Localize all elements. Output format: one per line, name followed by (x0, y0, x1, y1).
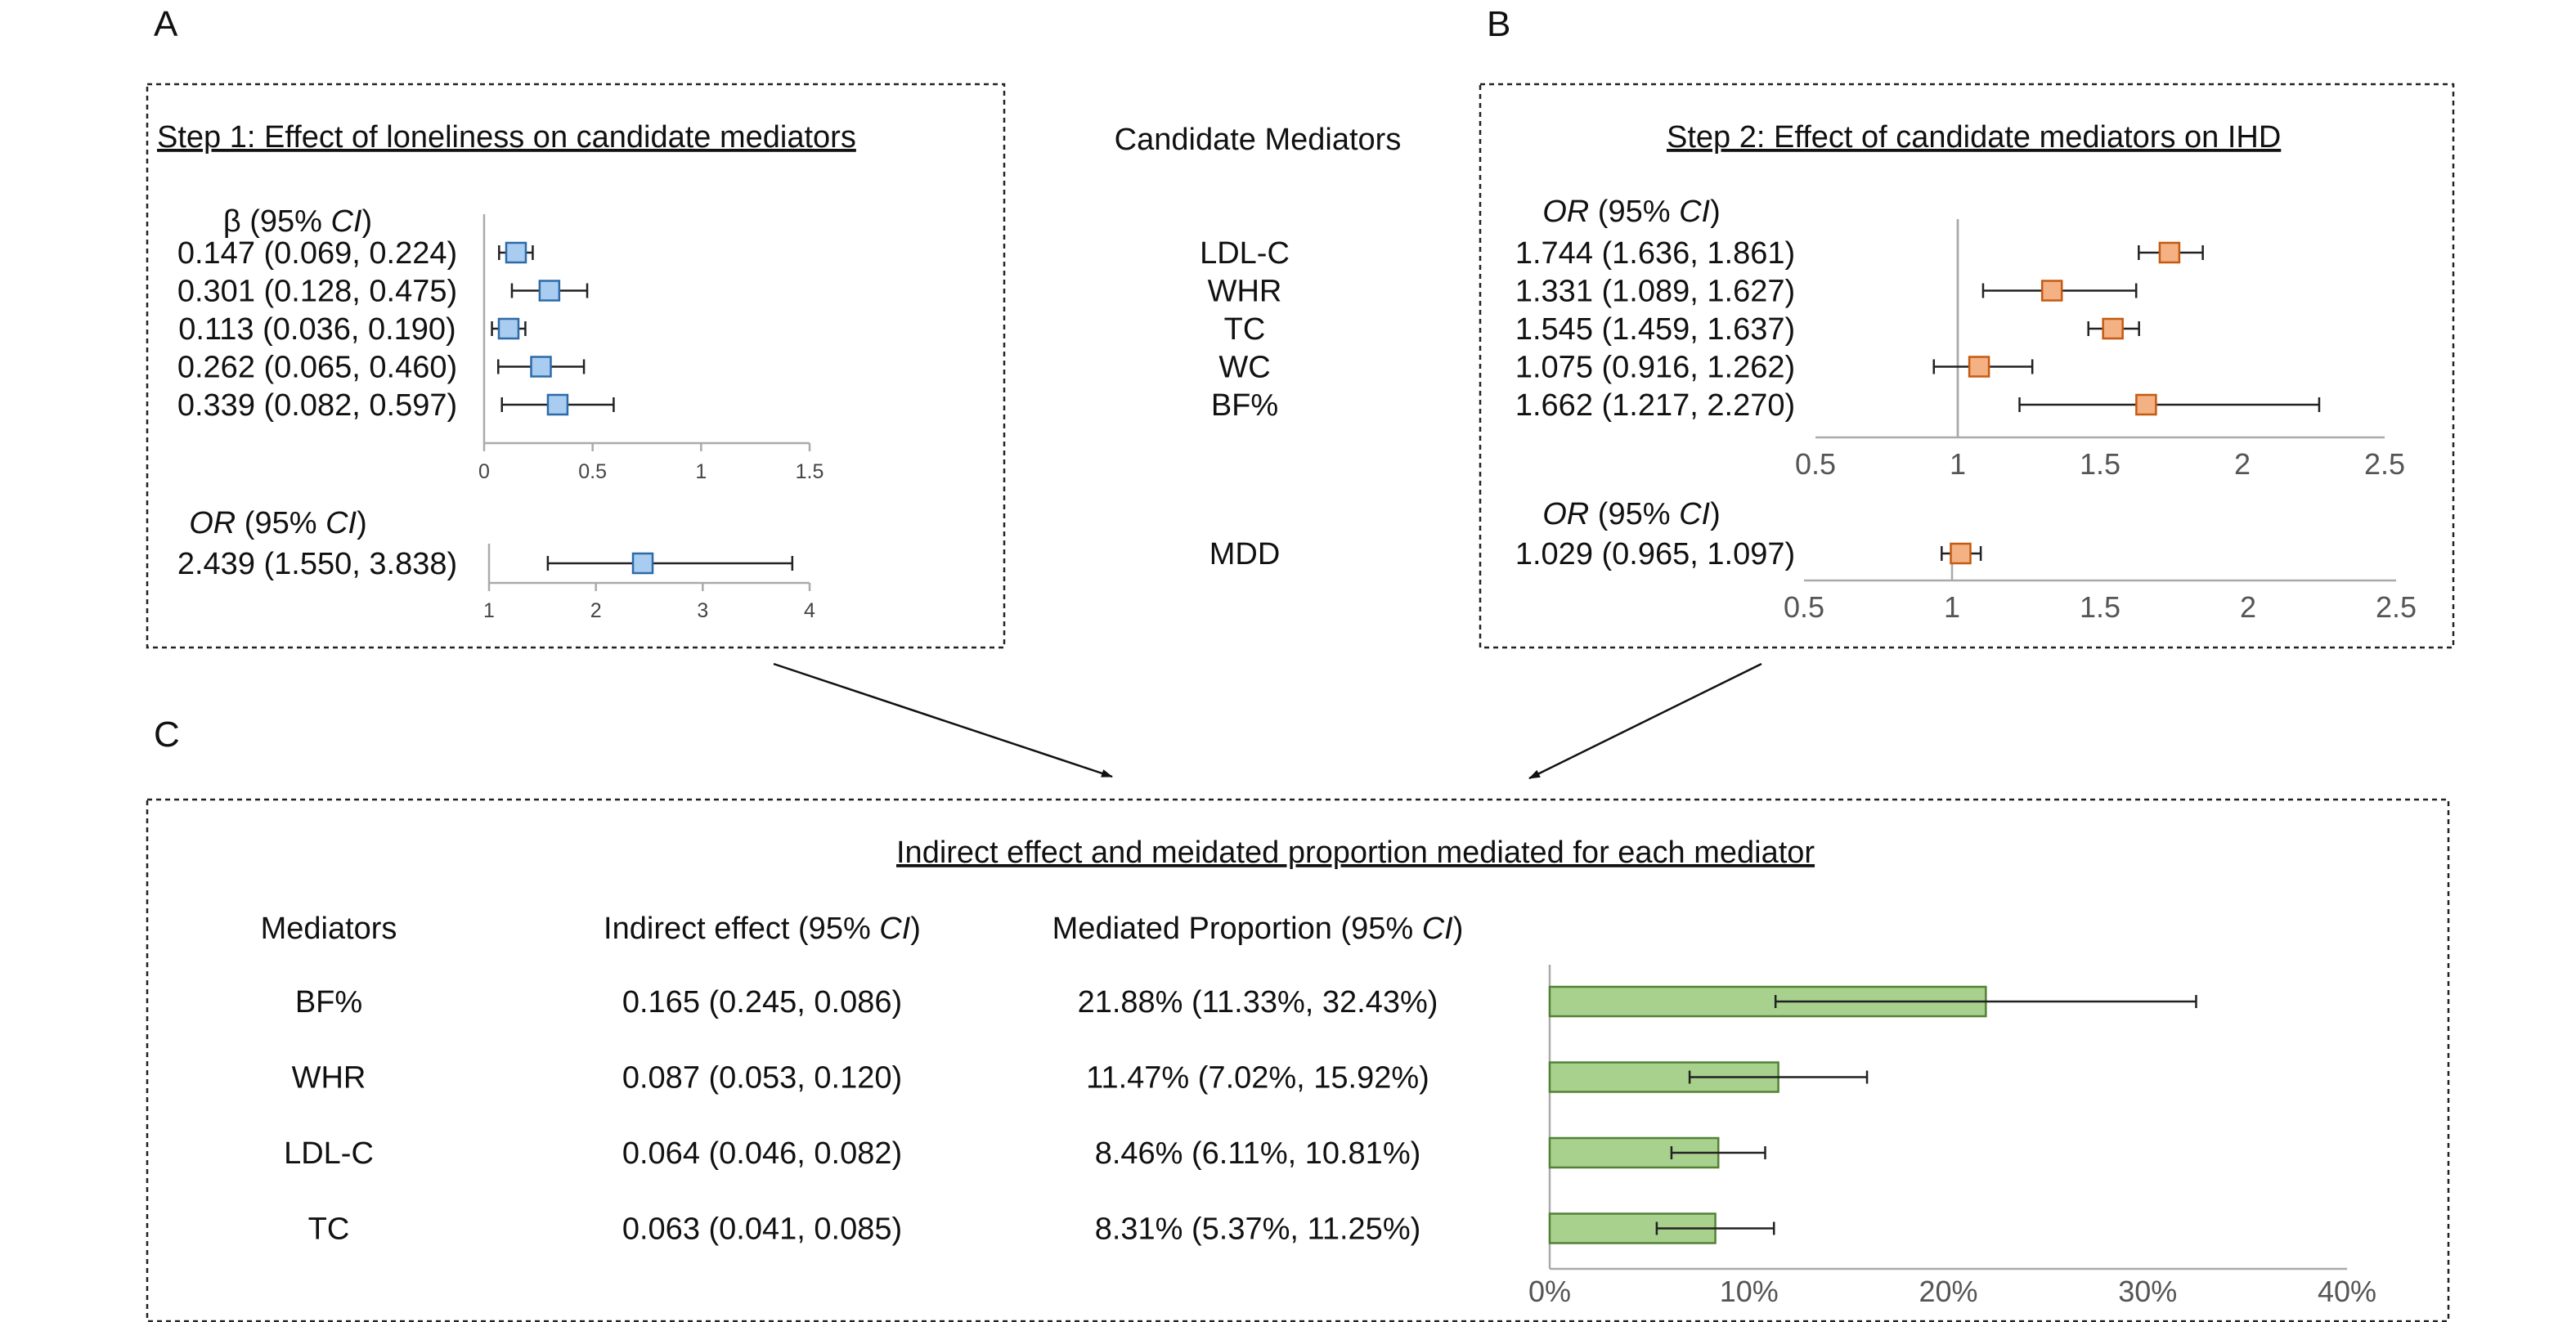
estimate-label-ldl-c: 1.744 (1.636, 1.861) (1515, 236, 1795, 271)
point-estimate-wc (530, 356, 552, 378)
row-mediator-ldl-c: LDL-C (284, 1136, 374, 1171)
row-mediator-bfpct: BF% (295, 985, 362, 1020)
row-mediator-whr: WHR (292, 1061, 366, 1096)
point-estimate-mdd (631, 552, 654, 575)
mediator-name-bfpct: BF% (1211, 388, 1278, 423)
x-tick-label: 2 (590, 599, 602, 622)
estimate-label-whr: 1.331 (1.089, 1.627) (1515, 275, 1795, 309)
row-proportion-bfpct: 21.88% (11.33%, 32.43%) (1078, 985, 1438, 1020)
x-tick-label: 1 (695, 460, 707, 483)
panel-a-bottom-forest: 1 2 3 4 2.439 (1.550, 3.838) (177, 544, 815, 622)
col-proportion-header: Mediated Proportion (95% CI) (1052, 912, 1464, 946)
x-tick-label: 30% (2118, 1275, 2177, 1308)
row-indirect-tc: 0.063 (0.041, 0.085) (622, 1212, 902, 1247)
panel-b-top-forest: 0.5 1 1.5 2 2.5 1.744 (1.636, 1.861) 1.331 (1.… (1515, 219, 2405, 481)
estimate-label-wc: 1.075 (0.916, 1.262) (1515, 351, 1795, 385)
estimate-label-whr: 0.301 (0.128, 0.475) (177, 275, 457, 309)
panel-a-title: Step 1: Effect of loneliness on candidat… (157, 120, 856, 155)
panel-a-or-header: OR (95% CI) (189, 506, 366, 540)
panel-b-bottom-forest: 0.5 1 1.5 2 2.5 1.029 (0.965, 1.097) (1515, 537, 2417, 624)
x-tick-label: 0.5 (578, 460, 607, 483)
x-tick-label: 1 (483, 599, 495, 622)
mediator-name-tc: TC (1224, 312, 1266, 347)
panel-b-box (1479, 83, 2455, 649)
row-indirect-whr: 0.087 (0.053, 0.120) (622, 1061, 902, 1096)
estimate-label-mdd: 1.029 (0.965, 1.097) (1515, 537, 1795, 571)
panel-b-or-header-1: OR (95% CI) (1542, 195, 1720, 229)
x-tick-label: 2.5 (2376, 590, 2417, 624)
point-estimate-wc (1968, 356, 1990, 378)
x-tick-label: 0.5 (1784, 590, 1824, 624)
mediator-name-whr: WHR (1208, 275, 1282, 309)
point-estimate-tc (497, 317, 520, 340)
panel-a-top-forest: 0 0.5 1 1.5 0.147 (0.069, 0.224) 0.301 (0.128… (177, 214, 824, 483)
row-proportion-tc: 8.31% (5.37%, 11.25%) (1095, 1212, 1421, 1247)
point-estimate-ldl-c (505, 241, 527, 264)
estimate-label-ldl-c: 0.147 (0.069, 0.224) (177, 236, 457, 271)
panel-c-letter: C (154, 715, 180, 755)
arrow-a-to-c (773, 662, 1113, 778)
candidate-mediators-header: Candidate Mediators (1115, 123, 1402, 157)
x-tick-label: 20% (1919, 1275, 1977, 1308)
x-tick-label: 2 (2234, 447, 2251, 481)
row-indirect-ldl-c: 0.064 (0.046, 0.082) (622, 1136, 902, 1171)
x-tick-label: 0.5 (1795, 447, 1836, 481)
panel-c-title: Indirect effect and meidated proportion … (896, 836, 1815, 870)
point-estimate-whr (2040, 280, 2063, 302)
x-tick-label: 40% (2318, 1275, 2376, 1308)
estimate-label-bfpct: 0.339 (0.082, 0.597) (177, 388, 457, 423)
x-tick-label: 0 (478, 460, 490, 483)
row-indirect-bfpct: 0.165 (0.245, 0.086) (622, 985, 902, 1020)
point-estimate-whr (538, 280, 561, 302)
x-tick-label: 1.5 (2080, 447, 2120, 481)
panel-b-title: Step 2: Effect of candidate mediators on… (1667, 120, 2281, 155)
x-tick-label: 10% (1720, 1275, 1779, 1308)
mediator-name-mdd: MDD (1209, 537, 1281, 571)
x-tick-label: 1 (1944, 590, 1960, 624)
estimate-label-wc: 0.262 (0.065, 0.460) (177, 351, 457, 385)
point-estimate-tc (2102, 317, 2124, 340)
x-tick-label: 0% (1528, 1275, 1571, 1308)
panel-c-bar-chart: 0% 10% 20% 30% 40% BF% 0.165 (0.245, 0.086) 21.… (284, 965, 2376, 1308)
estimate-label-tc: 1.545 (1.459, 1.637) (1515, 312, 1795, 347)
panel-b-or-header-2: OR (95% CI) (1542, 497, 1720, 531)
row-mediator-tc: TC (308, 1212, 350, 1247)
x-tick-label: 3 (697, 599, 708, 622)
panel-a-box (146, 83, 1006, 649)
x-tick-label: 1.5 (796, 460, 824, 483)
mediator-name-ldl-c: LDL-C (1200, 236, 1290, 271)
x-tick-label: 4 (804, 599, 815, 622)
point-estimate-ldl-c (2158, 241, 2181, 264)
estimate-label-tc: 0.113 (0.036, 0.190) (178, 312, 456, 347)
x-tick-label: 2 (2240, 590, 2256, 624)
col-mediators-header: Mediators (261, 912, 397, 946)
estimate-label-mdd: 2.439 (1.550, 3.838) (177, 547, 457, 581)
arrow-b-to-c (1528, 662, 1762, 780)
point-estimate-bfpct (2135, 393, 2157, 416)
x-tick-label: 1 (1950, 447, 1966, 481)
row-proportion-ldl-c: 8.46% (6.11%, 10.81%) (1095, 1136, 1421, 1171)
mediator-name-wc: WC (1218, 351, 1270, 385)
estimate-label-bfpct: 1.662 (1.217, 2.270) (1515, 388, 1795, 423)
point-estimate-bfpct (546, 393, 569, 416)
col-indirect-header: Indirect effect (95% CI) (604, 912, 921, 946)
panel-b-letter: B (1487, 4, 1510, 44)
point-estimate-mdd (1950, 542, 1972, 565)
x-tick-label: 1.5 (2080, 590, 2120, 624)
panel-a-beta-header: β (95% CI) (223, 204, 372, 239)
row-proportion-whr: 11.47% (7.02%, 15.92%) (1086, 1061, 1429, 1096)
panel-a-letter: A (154, 4, 178, 44)
x-tick-label: 2.5 (2364, 447, 2405, 481)
